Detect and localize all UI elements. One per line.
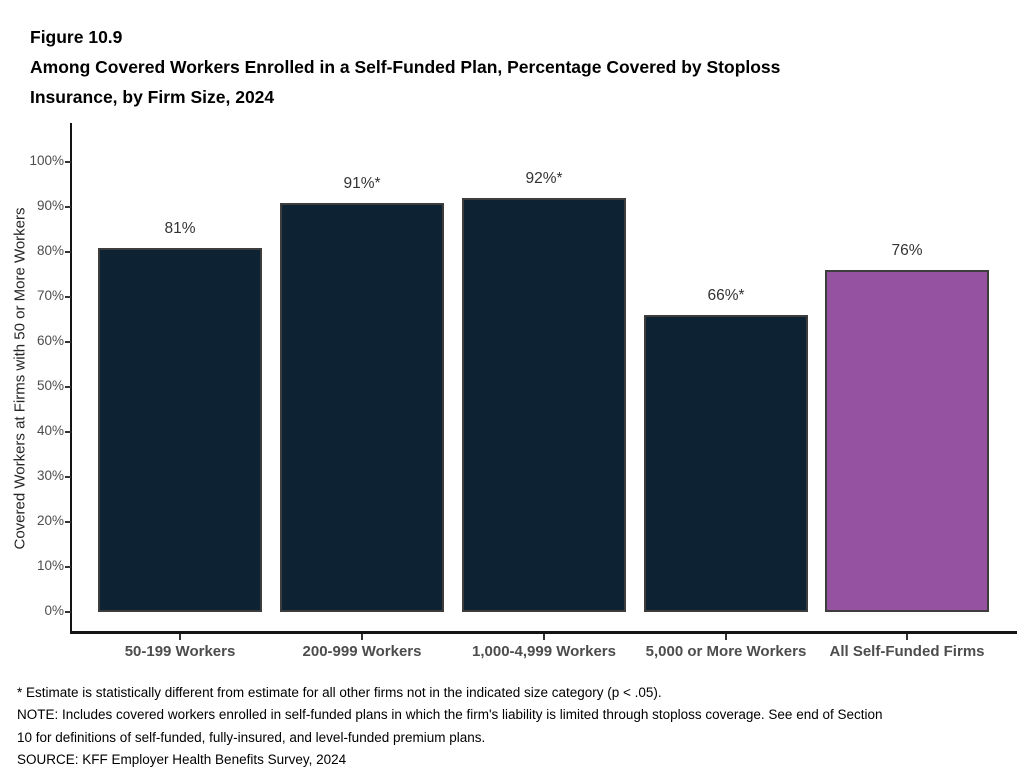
x-axis-line	[70, 631, 1017, 634]
y-tick-label-60: 60%	[36, 333, 64, 348]
footnotes: * Estimate is statistically different fr…	[17, 682, 883, 770]
value-label-1-000-4-999-workers: 92%*	[525, 170, 563, 187]
x-axis-label-50-199-workers: 50-199 Workers	[124, 643, 236, 660]
y-tick-mark-90	[65, 206, 71, 208]
value-label-all-self-funded-firms: 76%	[891, 242, 923, 259]
y-tick-label-20: 20%	[36, 513, 64, 528]
y-tick-mark-0	[65, 611, 71, 613]
y-tick-mark-30	[65, 476, 71, 478]
y-tick-mark-40	[65, 431, 71, 433]
x-axis-label-all-self-funded-firms: All Self-Funded Firms	[829, 643, 985, 660]
y-tick-label-100: 100%	[29, 153, 64, 168]
footnote-source: SOURCE: KFF Employer Health Benefits Sur…	[17, 752, 347, 768]
y-tick-label-80: 80%	[36, 243, 64, 258]
footnote-asterisk: * Estimate is statistically different fr…	[17, 685, 662, 700]
bar-5-000-or-more-workers	[644, 315, 808, 612]
y-axis-line	[70, 123, 72, 633]
x-tick-mark-50-199-workers	[179, 634, 181, 640]
y-tick-mark-50	[65, 386, 71, 388]
figure-number: Figure 10.9	[30, 27, 123, 47]
y-tick-label-70: 70%	[36, 288, 64, 303]
bar-1-000-4-999-workers	[462, 198, 626, 612]
value-label-5-000-or-more-workers: 66%*	[707, 287, 745, 304]
x-tick-mark-5-000-or-more-workers	[725, 634, 727, 640]
x-axis-label-200-999-workers: 200-999 Workers	[302, 643, 422, 660]
y-tick-mark-10	[65, 566, 71, 568]
footnote-note-line-2: 10 for definitions of self-funded, fully…	[17, 729, 486, 745]
y-tick-mark-20	[65, 521, 71, 523]
bar-200-999-workers	[280, 202, 444, 612]
y-tick-label-50: 50%	[36, 378, 64, 393]
bar-50-199-workers	[98, 247, 262, 612]
bar-all-self-funded-firms	[825, 270, 989, 612]
x-axis-label-5-000-or-more-workers: 5,000 or More Workers	[645, 643, 807, 660]
y-tick-label-90: 90%	[36, 198, 64, 213]
x-tick-mark-200-999-workers	[361, 634, 363, 640]
y-tick-label-30: 30%	[36, 468, 64, 483]
x-tick-mark-all-self-funded-firms	[906, 634, 908, 640]
x-axis-label-1-000-4-999-workers: 1,000-4,999 Workers	[472, 643, 616, 660]
y-tick-label-40: 40%	[36, 423, 64, 438]
y-tick-mark-100	[65, 161, 71, 163]
y-tick-mark-60	[65, 341, 71, 343]
value-label-200-999-workers: 91%*	[343, 174, 381, 192]
y-tick-mark-70	[65, 296, 71, 298]
figure-title-line-1: Among Covered Workers Enrolled in a Self…	[30, 57, 781, 77]
title-block: Figure 10.9 Among Covered Workers Enroll…	[30, 22, 780, 112]
y-tick-label-0: 0%	[44, 603, 64, 618]
figure-title-line-2: Insurance, by Firm Size, 2024	[30, 87, 275, 107]
y-tick-label-10: 10%	[36, 558, 64, 573]
y-tick-mark-80	[65, 251, 71, 253]
value-label-50-199-workers: 81%	[164, 219, 196, 237]
footnote-note-line-1: NOTE: Includes covered workers enrolled …	[17, 707, 883, 723]
x-tick-mark-1-000-4-999-workers	[543, 634, 545, 640]
